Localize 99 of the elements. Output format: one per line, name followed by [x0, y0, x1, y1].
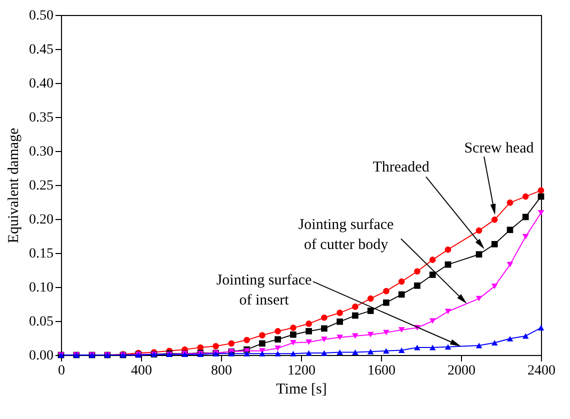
point — [476, 342, 482, 348]
point — [398, 291, 405, 298]
y-tick-label: 0.00 — [29, 348, 54, 364]
point — [383, 330, 390, 336]
point — [522, 333, 529, 339]
point — [367, 308, 374, 314]
point — [522, 214, 529, 220]
point — [274, 328, 281, 334]
point — [429, 272, 436, 278]
point — [336, 350, 343, 356]
point — [259, 332, 266, 338]
annotation: Screw head — [464, 140, 534, 157]
point — [506, 226, 514, 234]
point — [538, 193, 544, 200]
point — [398, 348, 405, 353]
point — [290, 350, 296, 356]
point — [197, 344, 204, 351]
point — [228, 340, 235, 347]
point — [290, 331, 296, 338]
point — [414, 282, 420, 289]
point — [352, 304, 358, 310]
point — [491, 284, 498, 290]
annotation: Threaded — [372, 160, 430, 176]
point — [444, 344, 452, 350]
x-tick-label: 1200 — [288, 364, 316, 378]
point — [491, 241, 498, 248]
point — [321, 350, 328, 356]
point — [476, 227, 482, 234]
point — [538, 187, 544, 194]
point — [506, 200, 514, 206]
point — [491, 340, 498, 346]
point — [383, 348, 390, 354]
point — [506, 336, 514, 342]
point — [398, 278, 405, 285]
y-tick-label: 0.10 — [29, 280, 54, 296]
y-tick-label: 0.25 — [29, 178, 54, 194]
point — [444, 261, 452, 268]
point — [429, 318, 436, 324]
x-tick-label: 400 — [131, 364, 152, 378]
point — [476, 296, 482, 302]
point — [352, 312, 358, 319]
y-tick-label: 0.15 — [29, 246, 54, 262]
x-axis-title: Time [s] — [276, 382, 327, 398]
point — [414, 268, 420, 275]
point — [367, 348, 374, 354]
point — [306, 320, 312, 327]
point — [444, 246, 452, 253]
x-tick-label: 2400 — [528, 364, 556, 378]
point — [367, 332, 374, 338]
point — [522, 193, 529, 200]
y-axis-title: Equivalent damage — [6, 127, 22, 244]
point — [398, 327, 405, 333]
point — [538, 210, 544, 216]
point — [274, 350, 281, 356]
y-tick-label: 0.40 — [29, 76, 54, 92]
y-tick-label: 0.20 — [29, 212, 54, 228]
point — [290, 324, 296, 331]
point — [476, 251, 482, 258]
x-tick-label: 800 — [211, 364, 232, 378]
x-tick-label: 2000 — [448, 364, 476, 378]
point — [321, 336, 328, 342]
point — [491, 216, 498, 223]
point — [336, 318, 343, 325]
point — [259, 340, 266, 347]
point — [321, 325, 328, 332]
point — [274, 345, 281, 351]
point — [429, 344, 436, 350]
point — [522, 234, 529, 240]
point — [352, 350, 358, 356]
point — [306, 350, 312, 356]
y-tick-label: 0.30 — [29, 144, 54, 160]
point — [290, 340, 296, 346]
point — [336, 334, 343, 340]
point — [383, 288, 390, 294]
point — [367, 295, 374, 302]
y-tick-label: 0.35 — [29, 110, 54, 126]
point — [429, 256, 436, 263]
annotation: Jointing surface of cutter body — [298, 216, 394, 253]
point — [212, 343, 219, 350]
point — [538, 325, 544, 331]
point — [414, 344, 420, 350]
point — [506, 262, 514, 268]
point — [321, 314, 328, 321]
point — [306, 339, 312, 345]
y-tick-label: 0.45 — [29, 42, 54, 58]
point — [244, 336, 250, 344]
point — [352, 333, 358, 339]
point — [306, 328, 312, 334]
point — [274, 336, 281, 343]
y-tick-label: 0.50 — [29, 8, 54, 24]
point — [244, 350, 250, 356]
y-tick-label: 0.05 — [29, 314, 54, 330]
annotation: Jointing surface of insert — [216, 272, 312, 309]
point — [336, 310, 343, 316]
point — [259, 350, 266, 356]
point — [383, 299, 390, 306]
x-tick-label: 0 — [58, 364, 65, 378]
x-tick-label: 1600 — [368, 364, 396, 378]
point — [444, 308, 452, 314]
